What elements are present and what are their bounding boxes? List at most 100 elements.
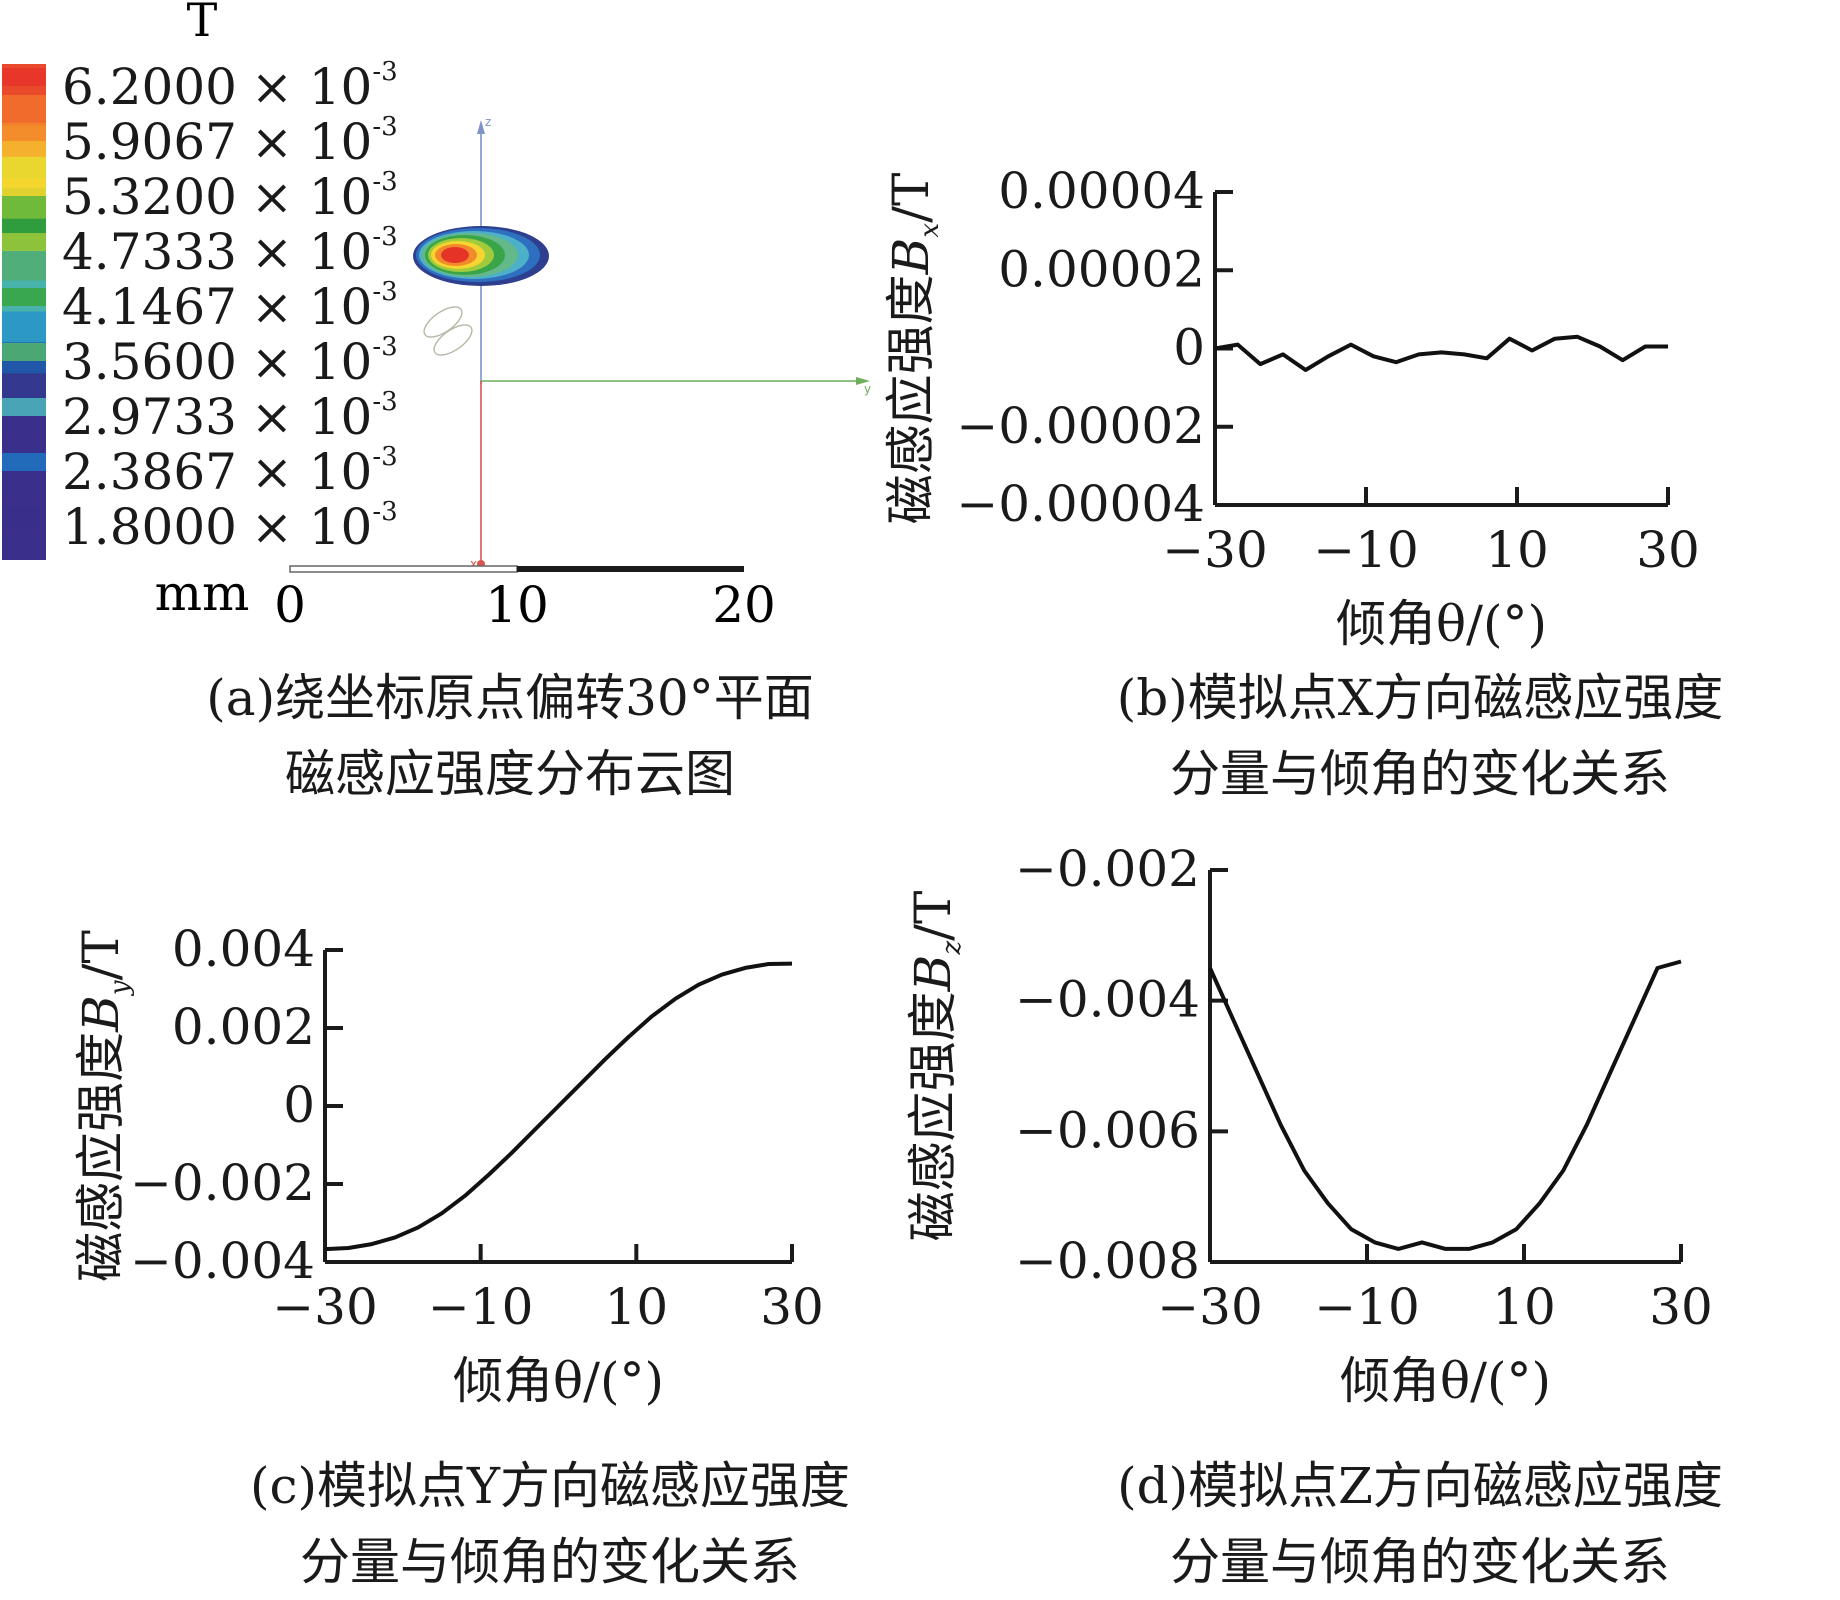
y-axis-label-var: B	[72, 995, 130, 1033]
x-tick-label: −10	[428, 1278, 534, 1336]
y-tick-label: 0	[283, 1076, 315, 1134]
x-axis-label: 倾角θ/(°)	[453, 1352, 664, 1410]
legend-exponent: -3	[372, 332, 397, 362]
y-axis-label-unit: /T	[882, 173, 940, 223]
y-tick-label: 0.00004	[998, 162, 1205, 220]
y-axis-label-var: B	[904, 955, 962, 993]
legend-exponent: -3	[372, 222, 397, 252]
scale-bar-white	[290, 566, 517, 572]
legend-times: × 10	[251, 223, 372, 281]
y-axis-label-sub: z	[937, 941, 967, 956]
colorbar-swatch	[2, 343, 46, 361]
x-tick-label: 10	[605, 1278, 669, 1336]
legend-mantissa: 2.3867	[62, 443, 237, 501]
legend-exponent: -3	[372, 442, 397, 472]
y-axis-label: 磁感应强度Bx/T	[882, 173, 945, 525]
y-tick-label: 0.00002	[998, 240, 1205, 298]
x-axis-label: 倾角θ/(°)	[1340, 1352, 1551, 1410]
legend-times: × 10	[251, 388, 372, 446]
legend-times: × 10	[251, 58, 372, 116]
legend-exponent: -3	[372, 387, 397, 417]
x-tick-label: 30	[1636, 521, 1700, 579]
legend-mantissa: 4.7333	[62, 223, 237, 281]
y-tick-label: 0	[1173, 319, 1205, 377]
colorbar-swatch	[2, 398, 46, 416]
y-tick-label: −0.00002	[956, 397, 1205, 455]
legend-times: × 10	[251, 113, 372, 171]
scale-tick-10: 10	[485, 576, 549, 634]
caption-c: (c)模拟点Y方向磁感应强度 分量与倾角的变化关系	[110, 1448, 990, 1600]
legend-times: × 10	[251, 333, 372, 391]
y-tick-label: 0.004	[172, 920, 315, 978]
caption-a-line1: (a)绕坐标原点偏转30°平面	[60, 660, 960, 736]
y-axis-label: y	[864, 382, 871, 396]
x-axis-label: 倾角θ/(°)	[1336, 595, 1547, 653]
colorbar-swatch	[2, 508, 46, 526]
caption-c-line1: (c)模拟点Y方向磁感应强度	[110, 1448, 990, 1524]
y-axis-label-prefix: 磁感应强度	[904, 991, 962, 1241]
legend-exponent: -3	[372, 277, 397, 307]
legend-mantissa: 1.8000	[62, 498, 237, 556]
x-tick-label: 30	[760, 1278, 824, 1336]
legend-value: 2.9733× 10-3	[62, 387, 398, 446]
x-tick-label: −10	[1314, 1278, 1420, 1336]
legend-exponent: -3	[372, 497, 397, 527]
colorbar-swatch	[2, 453, 46, 471]
legend-value: 5.3200× 10-3	[62, 167, 398, 226]
y-axis-label: 磁感应强度By/T	[72, 930, 135, 1282]
y-tick-label: −0.002	[1015, 840, 1200, 898]
field-cloud	[413, 226, 549, 286]
y-tick-label: −0.006	[1015, 1101, 1200, 1159]
caption-c-line2: 分量与倾角的变化关系	[110, 1524, 990, 1600]
x-tick-label: −30	[1157, 1278, 1263, 1336]
legend-value: 3.5600× 10-3	[62, 332, 398, 391]
scale-unit: mm	[155, 564, 250, 622]
y-tick-label: 0.002	[172, 998, 315, 1056]
legend-value: 1.8000× 10-3	[62, 497, 398, 556]
legend-exponent: -3	[372, 112, 397, 142]
legend-times: × 10	[251, 278, 372, 336]
y-axis-label-unit: /T	[904, 891, 962, 941]
y-tick-label: −0.002	[130, 1154, 315, 1212]
legend-value: 6.2000× 10-3	[62, 57, 398, 116]
y-axis-label-prefix: 磁感应强度	[882, 274, 940, 524]
colorbar-band	[2, 312, 46, 344]
caption-b-line1: (b)模拟点X方向磁感应强度	[1000, 660, 1840, 736]
caption-d-line2: 分量与倾角的变化关系	[1000, 1524, 1840, 1600]
colorbar-swatch	[2, 288, 46, 306]
legend-value: 4.1467× 10-3	[62, 277, 398, 336]
y-axis-label-var: B	[882, 238, 940, 276]
caption-b: (b)模拟点X方向磁感应强度 分量与倾角的变化关系	[1000, 660, 1840, 812]
colorbar-band	[2, 95, 46, 127]
caption-a: (a)绕坐标原点偏转30°平面 磁感应强度分布云图	[60, 660, 960, 812]
legend-value: 4.7333× 10-3	[62, 222, 398, 281]
y-tick-label: −0.004	[1015, 971, 1200, 1029]
legend-times: × 10	[251, 498, 372, 556]
caption-d: (d)模拟点Z方向磁感应强度 分量与倾角的变化关系	[1000, 1448, 1840, 1600]
scale-tick-20: 20	[712, 576, 776, 634]
caption-a-line2: 磁感应强度分布云图	[60, 736, 960, 812]
legend-value: 5.9067× 10-3	[62, 112, 398, 171]
legend-times: × 10	[251, 168, 372, 226]
legend-exponent: -3	[372, 57, 397, 87]
legend-exponent: -3	[372, 167, 397, 197]
colorbar-unit: T	[187, 0, 218, 47]
caption-d-line1: (d)模拟点Z方向磁感应强度	[1000, 1448, 1840, 1524]
colorbar-labels: 6.2000× 10-35.9067× 10-35.3200× 10-34.73…	[62, 57, 398, 556]
legend-mantissa: 6.2000	[62, 58, 237, 116]
coil-outline	[419, 301, 477, 361]
scale-tick-0: 0	[274, 576, 306, 634]
legend-mantissa: 2.9733	[62, 388, 237, 446]
z-axis-label: z	[485, 115, 491, 129]
y-axis-label-sub: y	[105, 980, 135, 996]
legend-value: 2.3867× 10-3	[62, 442, 398, 501]
y-axis-label: 磁感应强度Bz/T	[904, 891, 967, 1242]
series-line	[325, 964, 792, 1250]
x-tick-label: 10	[1485, 521, 1549, 579]
y-axis-label-prefix: 磁感应强度	[72, 1032, 130, 1282]
colorbar-swatches	[2, 64, 46, 560]
x-tick-label: −30	[272, 1278, 378, 1336]
colorbar-swatch	[2, 178, 46, 196]
